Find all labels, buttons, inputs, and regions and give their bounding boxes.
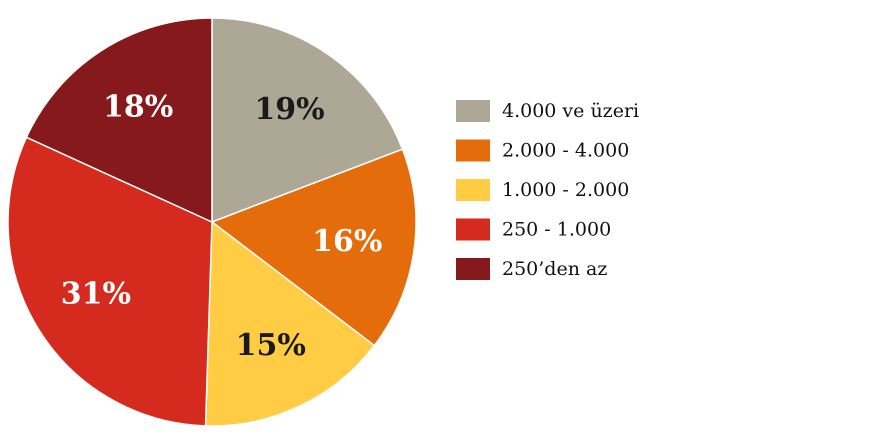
legend-item-2: 1.000 - 2.000 <box>456 179 629 201</box>
pie-slice-1 <box>210 148 417 347</box>
pie-slice-labels: 19% 16% 15% 31% 18% <box>61 90 383 363</box>
legend-label-0: 4.000 ve üzeri <box>502 100 639 122</box>
pie-slice-label-2: 15% <box>236 328 306 363</box>
pie-slice-4 <box>25 17 213 224</box>
legend-item-0: 4.000 ve üzeri <box>456 100 639 122</box>
pie-slice-label-4: 18% <box>103 90 173 125</box>
pie-slice-label-3: 31% <box>61 277 131 312</box>
legend-item-3: 250 - 1.000 <box>456 218 611 241</box>
legend-item-4: 250’den az <box>456 258 607 280</box>
legend-swatch-4 <box>456 258 490 280</box>
legend-item-1: 2.000 - 4.000 <box>456 139 629 162</box>
legend: 4.000 ve üzeri 2.000 - 4.000 1.000 - 2.000… <box>456 100 639 280</box>
legend-swatch-0 <box>456 100 490 122</box>
legend-swatch-2 <box>456 179 490 201</box>
pie-slice-label-1: 16% <box>312 224 382 259</box>
pie-slice-label-0: 19% <box>254 92 324 127</box>
legend-label-2: 1.000 - 2.000 <box>502 179 629 201</box>
legend-label-3: 250 - 1.000 <box>502 219 611 241</box>
legend-label-4: 250’den az <box>502 258 607 280</box>
legend-swatch-1 <box>456 139 490 162</box>
pie-slice-2 <box>204 220 376 427</box>
pie-slice-3 <box>7 136 213 427</box>
pie-slices <box>7 17 417 427</box>
legend-swatch-3 <box>456 218 490 241</box>
pie-slice-0 <box>211 17 404 224</box>
legend-label-1: 2.000 - 4.000 <box>502 140 629 162</box>
